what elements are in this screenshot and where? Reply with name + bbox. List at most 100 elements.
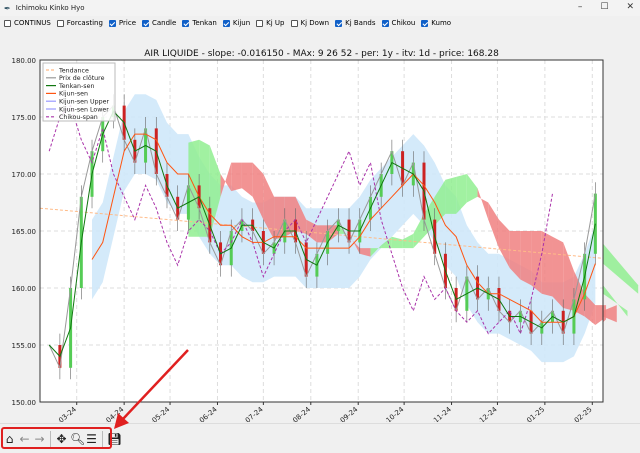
kumo-cloud	[295, 196, 307, 234]
options-bar: CONTINUS Forcasting Price Candle Tenkan Kijun…	[4, 17, 451, 29]
chikou-span-line	[48, 104, 554, 335]
checkbox-label: Kj Down	[300, 19, 330, 27]
kumo-cloud	[595, 305, 603, 326]
kumo-cloud	[584, 293, 596, 326]
kumo-cloud	[359, 248, 371, 257]
legend-box	[42, 62, 116, 122]
checkbox-kj-up[interactable]: Kj Up	[256, 19, 285, 27]
pan-icon[interactable]: ✥	[56, 431, 67, 446]
y-tick-label: 170.00	[12, 171, 37, 179]
highlight-box	[1, 427, 112, 449]
kumo-cloud	[209, 145, 221, 237]
figure: 150.00 155.00 160.00 165.00 170.00 175.00 180.…	[0, 34, 640, 432]
kumo-cloud	[252, 162, 264, 220]
kumo-cloud	[531, 231, 542, 294]
separator	[50, 430, 51, 447]
kumo-cloud	[603, 305, 617, 323]
checkbox-kj-down[interactable]: Kj Down	[290, 19, 330, 27]
kumo-cloud	[541, 231, 553, 297]
legend-entry: Kijun-sen	[59, 91, 88, 98]
checkbox-candle[interactable]: Candle	[142, 19, 176, 27]
checkbox-box[interactable]	[421, 19, 429, 27]
kumo-cloud	[477, 188, 489, 220]
checkbox-box[interactable]	[56, 19, 64, 27]
kumo-cloud	[370, 245, 382, 257]
kumo-cloud	[520, 231, 532, 286]
checkbox-box[interactable]	[256, 19, 264, 27]
tenkan-sen-line	[48, 110, 596, 358]
checkbox-box[interactable]	[290, 19, 298, 27]
checkbox-continus[interactable]: CONTINUS	[4, 19, 51, 27]
kumo-cloud	[498, 219, 510, 269]
window-title: Ichimoku Kinko Hyo	[15, 4, 85, 12]
kumo-cloud	[434, 179, 446, 226]
checkbox-chikou[interactable]: Chikou	[381, 19, 416, 27]
checkbox-label: CONTINUS	[14, 19, 51, 27]
kijun-sen-line	[91, 133, 596, 323]
y-tick-label: 175.00	[12, 114, 37, 122]
checkbox-kijun[interactable]: Kijun	[222, 19, 251, 27]
home-icon[interactable]: ⌂	[5, 431, 14, 446]
legend-entry: Tenkan-sen	[58, 83, 94, 90]
kumo-cloud	[413, 213, 425, 249]
kumo-cloud	[284, 196, 296, 237]
legend-entry: Kijun-sen Upper	[59, 99, 110, 106]
legend-entry: Kijun-sen Lower	[59, 106, 109, 113]
forward-arrow-icon[interactable]: →	[34, 431, 45, 446]
checkbox-box[interactable]	[4, 19, 11, 27]
checkbox-box[interactable]	[335, 19, 343, 27]
kumo-cloud	[263, 174, 275, 240]
y-tick-label: 155.00	[12, 342, 37, 350]
maximize-button[interactable]: ☐	[600, 2, 609, 12]
title-bar: ✒ Ichimoku Kinko Hyo – ☐ ✕	[0, 0, 640, 16]
checkbox-label: Kj Up	[266, 19, 285, 27]
back-arrow-icon[interactable]: ←	[19, 431, 30, 446]
kumo-cloud	[445, 176, 457, 214]
checkbox-label: Candle	[152, 19, 177, 27]
trend-line	[39, 207, 604, 259]
kumo-cloud	[316, 225, 328, 243]
configure-subplots-icon[interactable]: ☰	[86, 431, 97, 446]
feather-icon: ✒	[4, 3, 11, 13]
close-button[interactable]: ✕	[626, 2, 634, 12]
checkbox-kj-bands[interactable]: Kj Bands	[335, 19, 376, 27]
y-tick-label: 150.00	[12, 399, 37, 407]
kumo-cloud	[241, 162, 253, 197]
kumo-cloud	[349, 233, 360, 254]
checkbox-label: Kijun	[232, 19, 251, 27]
kumo-cloud	[488, 202, 499, 249]
y-tick-label: 165.00	[12, 228, 37, 236]
y-tick-label: 180.00	[12, 57, 37, 65]
checkbox-box[interactable]	[381, 19, 389, 27]
checkbox-label: Price	[118, 19, 136, 27]
legend-entry: Prix de clôture	[59, 74, 105, 82]
kumo-cloud	[231, 162, 242, 192]
kumo-cloud	[188, 139, 200, 237]
checkbox-box[interactable]	[142, 19, 149, 27]
ichimoku-chart: 150.00 155.00 160.00 165.00 170.00 175.00 180.…	[12, 49, 639, 432]
kumo-cloud	[456, 174, 467, 214]
zoom-icon[interactable]: 🔍︎	[70, 431, 86, 446]
kumo-cloud	[402, 233, 414, 249]
checkbox-kumo[interactable]: Kumo	[421, 19, 451, 27]
checkbox-label: Tenkan	[192, 19, 217, 27]
checkbox-label: Kumo	[431, 19, 452, 27]
checkbox-box[interactable]	[182, 19, 190, 27]
checkbox-forcasting[interactable]: Forcasting	[56, 19, 103, 27]
kumo-cloud	[603, 285, 628, 317]
kumo-cloud	[563, 242, 574, 311]
kumo-cloud	[220, 162, 232, 197]
checkbox-box[interactable]	[222, 19, 230, 27]
minimize-button[interactable]: –	[577, 2, 583, 12]
checkbox-price[interactable]: Price	[108, 19, 136, 27]
checkbox-label: Forcasting	[66, 19, 103, 27]
kumo-cloud	[603, 243, 639, 294]
checkbox-label: Chikou	[391, 19, 416, 27]
checkbox-tenkan[interactable]: Tenkan	[182, 19, 217, 27]
kumo-cloud	[199, 139, 210, 237]
checkbox-box[interactable]	[108, 19, 116, 27]
separator	[102, 430, 103, 447]
legend-entry: Tendance	[58, 67, 89, 74]
